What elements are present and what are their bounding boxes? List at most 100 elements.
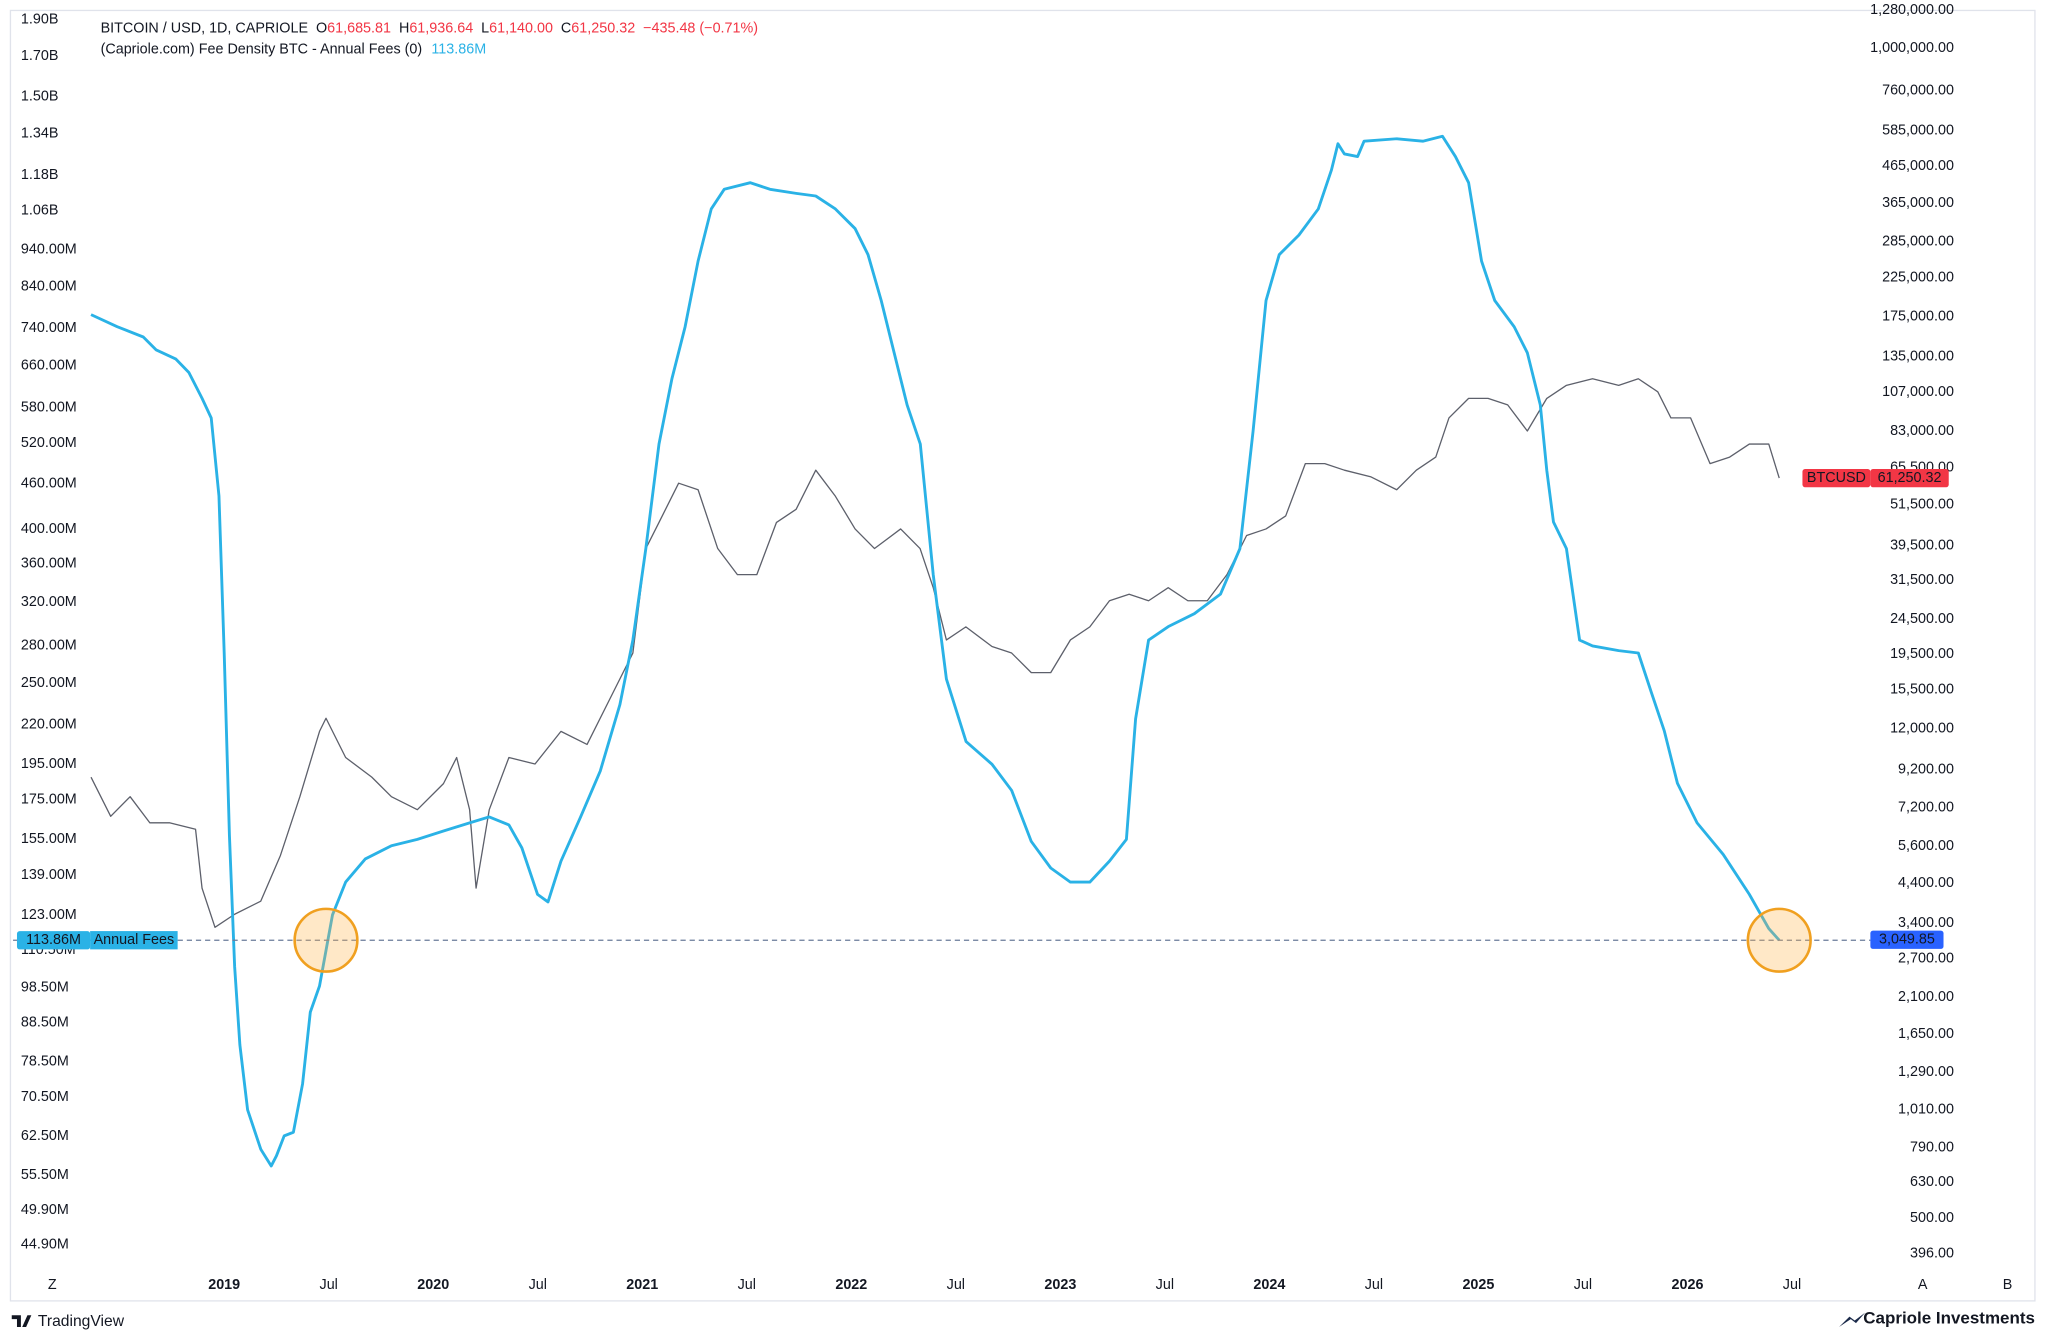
y2-tick-label: 83,000.00 <box>1890 423 1954 439</box>
y2-tick-label: 9,200.00 <box>1898 762 1954 778</box>
x-tick-label: Jul <box>947 1277 965 1293</box>
x-tick-label: Jul <box>1574 1277 1592 1293</box>
y2-tick-label: 175,000.00 <box>1882 308 1954 324</box>
y-tick-label: 940.00M <box>21 242 77 258</box>
ohlc-value: 61,685.81 <box>327 21 391 37</box>
brand: Capriole Investments <box>1839 1309 2035 1328</box>
y-tick-label: 460.00M <box>21 475 77 491</box>
x-tick-label: 2022 <box>835 1277 867 1293</box>
y-tick-label: 98.50M <box>21 979 69 995</box>
y-tick-label: 195.00M <box>21 756 77 772</box>
fee-value-tag-bg <box>16 931 91 950</box>
y-tick-label: 175.00M <box>21 791 77 807</box>
y-tick-label: 1.06B <box>21 202 59 218</box>
y-tick-label: 280.00M <box>21 638 77 654</box>
y-tick-label: 520.00M <box>21 435 77 451</box>
y2-tick-label: 4,400.00 <box>1898 875 1954 891</box>
y-tick-label: 1.18B <box>21 167 59 183</box>
legend-indicator: (Capriole.com) Fee Density BTC - Annual … <box>101 41 487 57</box>
y-tick-label: 840.00M <box>21 278 77 294</box>
ohlc-value: 61,140.00 <box>489 21 553 37</box>
y-tick-label: 740.00M <box>21 320 77 336</box>
brand-icon <box>1839 1312 1866 1328</box>
plot-layer <box>13 134 1871 1168</box>
x-tick-label: 2026 <box>1671 1277 1703 1293</box>
y2-tick-label: 1,650.00 <box>1898 1026 1954 1042</box>
x-tick-label: 2020 <box>417 1277 449 1293</box>
y-tick-label: 78.50M <box>21 1054 69 1070</box>
y2-tick-label: 225,000.00 <box>1882 270 1954 286</box>
x-tick-label: 2021 <box>626 1277 658 1293</box>
bars-button[interactable]: B <box>2003 1277 2013 1293</box>
y2-tick-label: 2,700.00 <box>1898 950 1954 966</box>
fee-value-tag: 113.86M <box>26 932 81 948</box>
y2-tick-label: 500.00 <box>1910 1210 1954 1226</box>
y2-tick-label: 465,000.00 <box>1882 158 1954 174</box>
y-tick-label: 1.34B <box>21 126 59 142</box>
y2-tick-label: 12,000.00 <box>1890 721 1954 737</box>
symbol-tag: BTCUSD <box>1807 470 1866 486</box>
y2-tick-label: 135,000.00 <box>1882 348 1954 364</box>
y2-tick-label: 39,500.00 <box>1890 537 1954 553</box>
y2-tick-label: 1,000,000.00 <box>1870 40 1954 56</box>
y2-tick-label: 760,000.00 <box>1882 82 1954 98</box>
symbol-tag-bg <box>1802 468 1871 488</box>
y-tick-label: 62.50M <box>21 1128 69 1144</box>
platform-name: TradingView <box>38 1313 125 1330</box>
price-tag: 61,250.32 <box>1878 470 1942 486</box>
y2-tick-label: 396.00 <box>1910 1246 1954 1262</box>
y2-tick-label: 285,000.00 <box>1882 233 1954 249</box>
x-tick-label: 2025 <box>1462 1277 1494 1293</box>
auto-scale-button[interactable]: A <box>1918 1277 1928 1293</box>
y2-tick-label: 24,500.00 <box>1890 611 1954 627</box>
fee-line <box>90 134 1781 1168</box>
x-tick-label: Jul <box>738 1277 756 1293</box>
y2-tick-label: 585,000.00 <box>1882 123 1954 139</box>
y-tick-label: 44.90M <box>21 1236 69 1252</box>
y-tick-label: 55.50M <box>21 1167 69 1183</box>
y2-tick-label: 1,290.00 <box>1898 1064 1954 1080</box>
y-tick-label: 400.00M <box>21 521 77 537</box>
ohlc-letter: O <box>316 21 327 37</box>
x-tick-label: Jul <box>1156 1277 1174 1293</box>
y2-tick-label: 3,400.00 <box>1898 915 1954 931</box>
y-tick-label: 660.00M <box>21 357 77 373</box>
y-tick-label: 1.90B <box>21 11 59 27</box>
y-tick-label: 250.00M <box>21 675 77 691</box>
x-tick-label: Jul <box>320 1277 338 1293</box>
y-tick-label: 123.00M <box>21 907 77 923</box>
highlight-circle <box>293 907 359 973</box>
y-tick-label: 1.50B <box>21 89 59 105</box>
brand-name: Capriole Investments <box>1863 1309 2035 1328</box>
fee-name-tag: Annual Fees <box>94 932 175 948</box>
ohlc-letter: H <box>399 21 409 37</box>
y2-tick-label: 365,000.00 <box>1882 195 1954 211</box>
price-line <box>90 378 1780 928</box>
y2-tick-label: 19,500.00 <box>1890 646 1954 662</box>
y-tick-label: 88.50M <box>21 1014 69 1030</box>
y-tick-label: 139.00M <box>21 867 77 883</box>
symbol: BITCOIN / USD, 1D, CAPRIOLE <box>101 21 308 37</box>
crosshair-price-tag-bg <box>1870 930 1944 949</box>
change: −435.48 (−0.71%) <box>643 21 758 37</box>
tag-layer: 113.86M Annual Fees 3,049.85 BTCUSD 61,250.3… <box>16 468 1949 950</box>
y-tick-label: 49.90M <box>21 1202 69 1218</box>
legend-main: BITCOIN / USD, 1D, CAPRIOLE O61,685.81 H… <box>101 21 759 37</box>
logo-icon <box>11 1315 32 1328</box>
y2-tick-label: 15,500.00 <box>1890 681 1954 697</box>
y2-tick-label: 31,500.00 <box>1890 572 1954 588</box>
x-tick-label: 2023 <box>1044 1277 1076 1293</box>
y2-tick-label: 7,200.00 <box>1898 799 1954 815</box>
indicator-value: 113.86M <box>431 41 486 57</box>
y2-tick-label: 1,010.00 <box>1898 1102 1954 1118</box>
x-tick-label: Jul <box>1365 1277 1383 1293</box>
crosshair-price-tag: 3,049.85 <box>1879 932 1935 948</box>
tradingview-logo[interactable]: TradingView <box>11 1313 125 1330</box>
y-tick-label: 70.50M <box>21 1089 69 1105</box>
highlight-circle <box>1746 907 1812 973</box>
zoom-button[interactable]: Z <box>48 1277 57 1293</box>
y2-tick-label: 630.00 <box>1910 1174 1954 1190</box>
y-tick-label: 360.00M <box>21 556 77 572</box>
